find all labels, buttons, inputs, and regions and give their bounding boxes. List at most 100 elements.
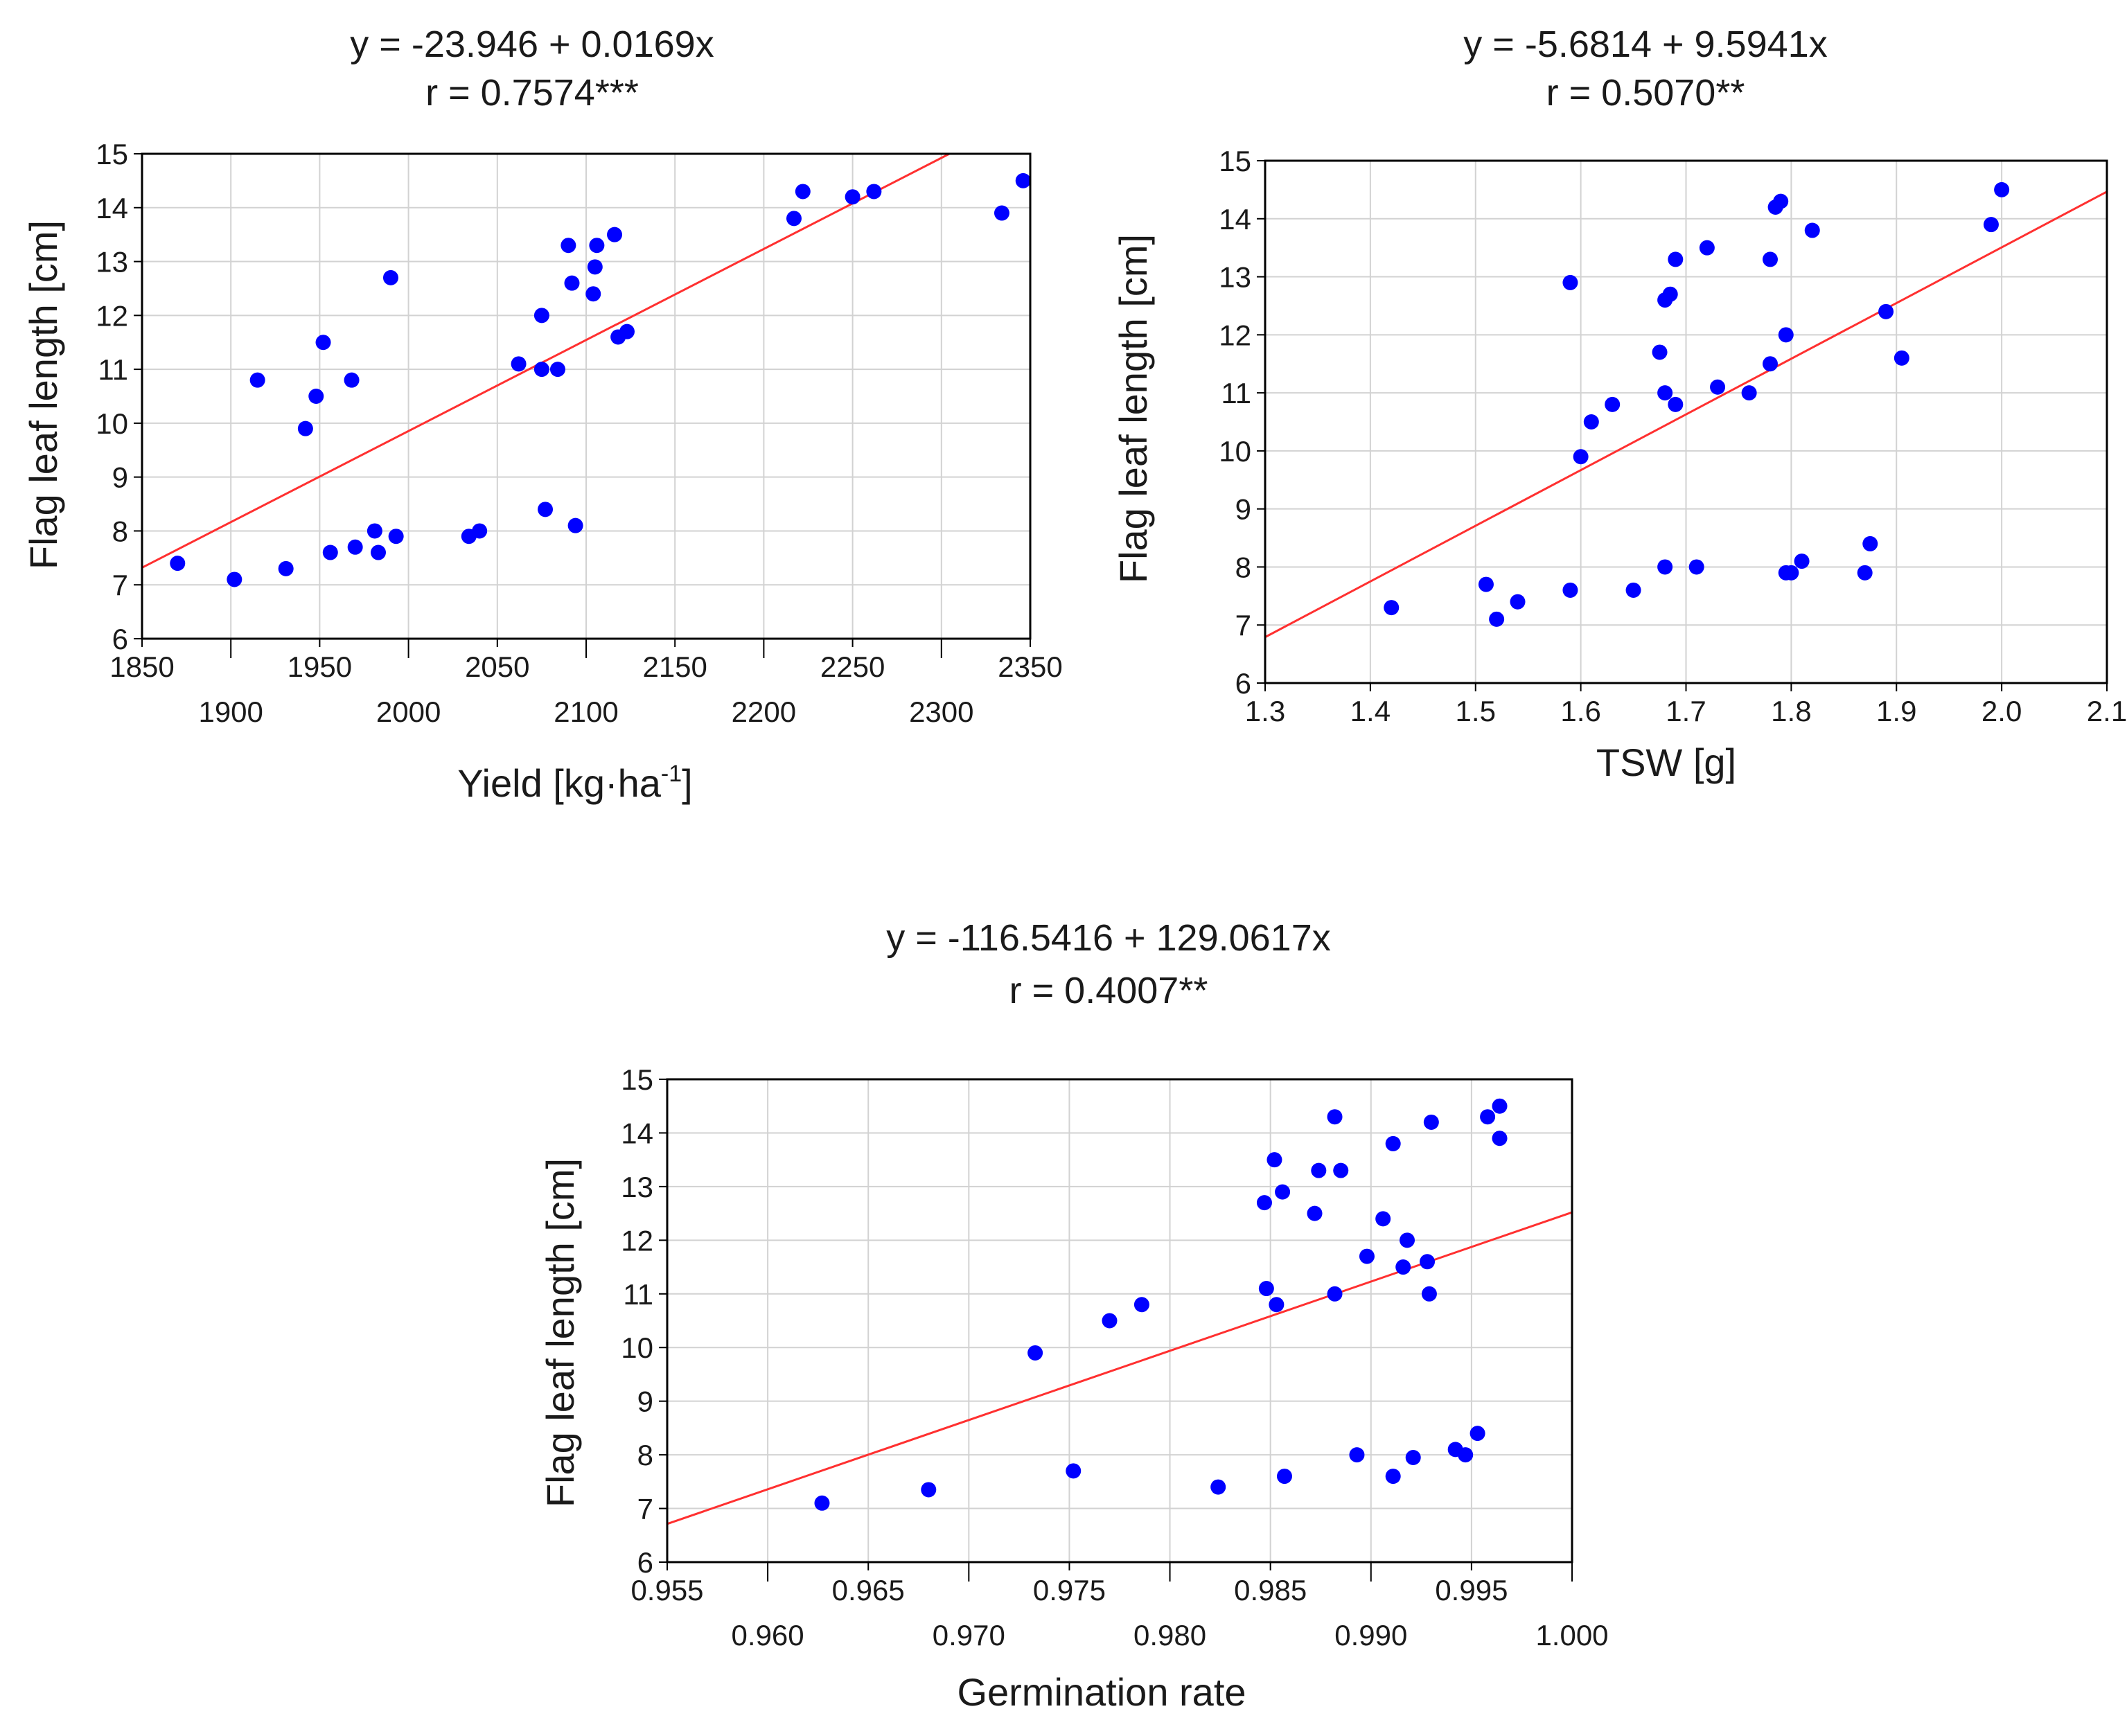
y-tick-label: 8 — [637, 1439, 653, 1471]
data-point — [1395, 1259, 1411, 1275]
data-point — [170, 556, 186, 572]
y-tick-label: 6 — [637, 1546, 653, 1579]
y-tick-label: 7 — [112, 569, 128, 601]
data-point — [585, 286, 601, 302]
data-point — [1458, 1447, 1474, 1463]
plot-background — [667, 1079, 1572, 1562]
data-point — [1349, 1447, 1365, 1463]
chart-yield-title-line2: r = 0.7574*** — [425, 72, 639, 114]
regression-line — [141, 152, 951, 569]
data-point — [1862, 535, 1878, 551]
data-point — [538, 502, 554, 517]
data-point — [1688, 559, 1704, 575]
data-point — [1699, 240, 1715, 256]
data-point — [1275, 1184, 1291, 1200]
data-point — [347, 539, 363, 555]
y-tick-label: 14 — [96, 192, 128, 224]
data-point — [1276, 1469, 1292, 1485]
chart-yield: y = -23.946 + 0.0169x r = 0.7574*** 6 7 8 9… — [0, 0, 1064, 831]
data-point — [315, 335, 331, 351]
data-point — [1423, 1114, 1439, 1130]
data-point — [1710, 379, 1726, 395]
data-point — [587, 259, 603, 275]
data-point — [1327, 1286, 1343, 1302]
data-point — [1605, 396, 1621, 412]
x-tick-label: 1950 — [288, 650, 352, 683]
x-tick-label: 1.4 — [1350, 695, 1391, 727]
data-point — [561, 238, 576, 254]
data-point — [1763, 356, 1778, 372]
x-tick-label: 2150 — [642, 650, 707, 683]
y-tick-label: 14 — [621, 1117, 653, 1149]
chart-yield-svg: y = -23.946 + 0.0169x r = 0.7574*** 6 7 8 9… — [21, 24, 1063, 805]
x-tick-label: 1.000 — [1535, 1619, 1608, 1651]
chart-tsw-svg: y = -5.6814 + 9.5941x r = 0.5070** 6 7 8 9 1… — [1111, 24, 2127, 784]
chart-germination-x-axis-title: Germination rate — [957, 1670, 1246, 1714]
data-point — [1385, 1469, 1401, 1485]
y-tick-label: 12 — [621, 1224, 653, 1257]
y-tick-label: 7 — [637, 1493, 653, 1525]
data-point — [1573, 449, 1589, 465]
data-point — [845, 189, 860, 205]
data-point — [1794, 553, 1810, 569]
y-tick-label: 13 — [96, 246, 128, 278]
y-tick-label: 6 — [112, 623, 128, 655]
x-tick-label: 2350 — [998, 650, 1062, 683]
data-point — [1510, 594, 1526, 610]
y-tick-label: 15 — [621, 1063, 653, 1096]
x-tick-label: 1.8 — [1771, 695, 1811, 727]
chart-tsw-title-line1: y = -5.6814 + 9.5941x — [1463, 24, 1827, 65]
data-point — [921, 1482, 937, 1498]
y-tick-label: 15 — [1219, 145, 1251, 177]
chart-tsw-x-axis-title: TSW [g] — [1596, 741, 1736, 784]
data-point — [227, 572, 242, 587]
y-tick-label: 13 — [621, 1171, 653, 1203]
data-point — [249, 372, 265, 388]
data-point — [344, 372, 360, 388]
x-tick-label: 0.990 — [1334, 1619, 1407, 1651]
data-point — [607, 227, 623, 242]
data-point — [1804, 222, 1820, 238]
data-point — [1307, 1205, 1323, 1221]
data-point — [533, 308, 549, 324]
data-point — [1778, 327, 1794, 343]
x-tick-label: 1.5 — [1456, 695, 1496, 727]
data-point — [1625, 582, 1641, 598]
data-point — [549, 362, 565, 378]
chart-germination-title-line1: y = -116.5416 + 129.0617x — [886, 917, 1331, 959]
x-tick-label: 1900 — [198, 696, 263, 728]
x-tick-label: 1850 — [109, 650, 174, 683]
data-point — [1773, 193, 1789, 209]
y-tick-label: 12 — [96, 299, 128, 332]
data-point — [1375, 1211, 1391, 1227]
data-point — [1400, 1232, 1415, 1248]
data-point — [1384, 600, 1400, 616]
data-point — [1327, 1109, 1343, 1125]
data-point — [367, 523, 382, 539]
data-point — [1102, 1313, 1118, 1329]
x-tick-label: 0.980 — [1133, 1619, 1206, 1651]
data-point — [1857, 565, 1873, 581]
data-point — [382, 269, 398, 285]
x-tick-label: 2300 — [909, 696, 973, 728]
x-tick-label: 2100 — [554, 696, 618, 728]
data-point — [1783, 565, 1799, 581]
data-point — [1562, 582, 1578, 598]
chart-tsw-title-line2: r = 0.5070** — [1546, 72, 1745, 114]
x-tick-label: 0.970 — [933, 1619, 1005, 1651]
data-point — [472, 523, 488, 539]
y-tick-label: 10 — [1219, 435, 1251, 468]
data-point — [1269, 1297, 1285, 1313]
data-point — [1492, 1098, 1508, 1114]
x-tick-label: 1.9 — [1876, 695, 1916, 727]
chart-tsw-y-axis-title: Flag leaf length [cm] — [1111, 234, 1155, 583]
y-tick-label: 9 — [112, 461, 128, 494]
y-tick-label: 14 — [1219, 203, 1251, 236]
y-tick-label: 10 — [621, 1331, 653, 1364]
x-tick-label: 2050 — [465, 650, 529, 683]
regression-line — [1264, 191, 2108, 639]
data-point — [1741, 385, 1757, 401]
data-point — [511, 356, 527, 372]
x-tick-label: 2000 — [376, 696, 441, 728]
data-point — [297, 420, 313, 436]
